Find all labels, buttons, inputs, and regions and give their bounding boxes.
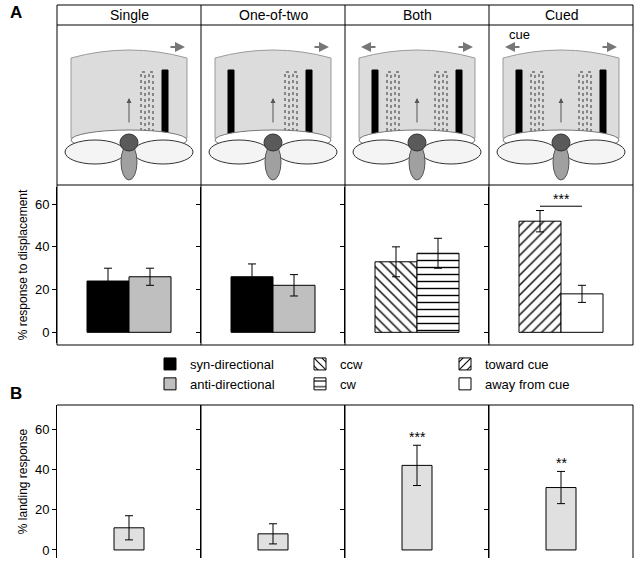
svg-text:One-of-two: One-of-two (239, 7, 308, 23)
svg-text:***: *** (553, 191, 570, 207)
svg-text:toward cue: toward cue (485, 357, 549, 372)
svg-text:away from cue: away from cue (485, 377, 570, 392)
svg-text:Cued: Cued (545, 7, 578, 23)
svg-text:Single: Single (110, 7, 149, 23)
svg-text:20: 20 (35, 502, 49, 517)
svg-text:cue: cue (509, 27, 530, 42)
svg-text:60: 60 (35, 422, 49, 437)
svg-text:60: 60 (35, 197, 49, 212)
svg-text:cw: cw (340, 377, 357, 392)
svg-text:20: 20 (35, 282, 49, 297)
svg-text:0: 0 (42, 543, 49, 558)
svg-text:ccw: ccw (340, 357, 363, 372)
svg-text:A: A (10, 3, 22, 22)
svg-text:% landing response: % landing response (16, 428, 30, 534)
svg-text:B: B (10, 384, 22, 403)
svg-text:syn-directional: syn-directional (190, 357, 274, 372)
svg-text:% response to displacement: % response to displacement (16, 189, 30, 340)
svg-text:40: 40 (35, 462, 49, 477)
svg-text:40: 40 (35, 239, 49, 254)
svg-text:***: *** (409, 429, 426, 445)
svg-text:**: ** (556, 455, 567, 471)
svg-text:anti-directional: anti-directional (190, 377, 275, 392)
svg-text:0: 0 (42, 325, 49, 340)
svg-text:Both: Both (403, 7, 432, 23)
